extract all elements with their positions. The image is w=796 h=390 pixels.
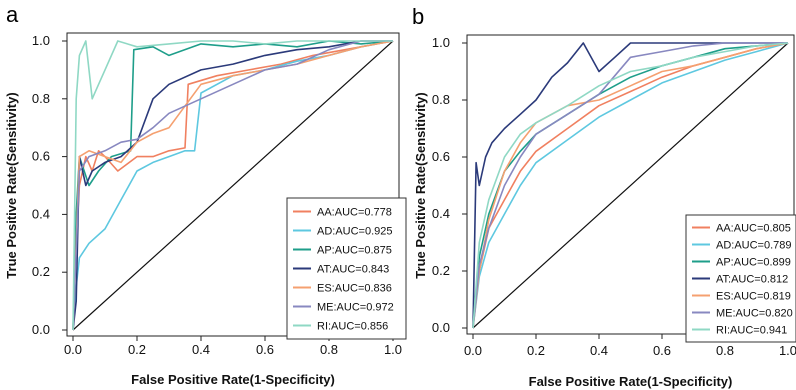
y-tick-label: 0.8 <box>432 92 450 107</box>
roc-curve-ap <box>72 40 394 331</box>
panel-letter: a <box>6 2 19 27</box>
x-axis-title: False Positive Rate(1-Specificity) <box>131 372 335 387</box>
y-tick-label: 0.0 <box>32 322 50 337</box>
y-tick-label: 0.4 <box>432 206 450 221</box>
legend-label: AP:AUC=0.875 <box>317 245 392 257</box>
legend-label: RI:AUC=0.941 <box>716 325 787 337</box>
x-tick-label: 0.8 <box>320 342 338 357</box>
y-tick-label: 0.4 <box>32 206 50 221</box>
panel-letter: b <box>412 4 424 29</box>
x-axis-title: False Positive Rate(1-Specificity) <box>529 374 733 389</box>
y-tick-label: 0.6 <box>32 149 50 164</box>
x-tick-label: 0.2 <box>527 343 545 358</box>
y-tick-label: 0.2 <box>32 264 50 279</box>
x-tick-label: 0.2 <box>128 342 146 357</box>
roc-curve-at <box>72 40 393 331</box>
x-tick-label: 1.0 <box>384 342 402 357</box>
roc-curve-ad <box>72 40 394 331</box>
y-tick-label: 1.0 <box>432 35 450 50</box>
legend-label: RI:AUC=0.856 <box>317 321 388 333</box>
legend-label: AT:AUC=0.843 <box>317 264 389 276</box>
roc-curve-ri <box>472 42 789 329</box>
legend-label: ME:AUC=0.820 <box>716 308 793 320</box>
legend-label: AD:AUC=0.789 <box>716 240 792 252</box>
x-tick-label: 0.8 <box>716 343 734 358</box>
legend-label: ES:AUC=0.819 <box>716 291 791 303</box>
roc-curve-es <box>72 40 394 331</box>
roc-curve-ri <box>72 40 393 331</box>
legend-label: AA:AUC=0.805 <box>716 223 791 235</box>
roc-curve-ad <box>472 42 789 329</box>
y-tick-label: 1.0 <box>32 33 50 48</box>
x-tick-label: 0.4 <box>192 342 210 357</box>
legend-label: ES:AUC=0.836 <box>317 283 392 295</box>
x-tick-label: 0.0 <box>464 343 482 358</box>
x-tick-label: 0.6 <box>653 343 671 358</box>
series-group <box>472 42 789 329</box>
x-tick-label: 0.4 <box>590 343 608 358</box>
chart-panel-a: a 0.0 0.2 0.4 0.6 0.8 1.0 0.0 0.2 0.4 0.6 0.8 1.0 Fal… <box>4 2 407 387</box>
y-axis-title: True Positive Rate(Sensitivity) <box>413 92 428 278</box>
legend-label: ME:AUC=0.972 <box>317 302 394 314</box>
roc-curve-es <box>472 42 789 329</box>
legend-label: AT:AUC=0.812 <box>716 274 788 286</box>
y-tick-label: 0.8 <box>32 91 50 106</box>
y-tick-label: 0.6 <box>432 149 450 164</box>
x-tick-label: 1.0 <box>779 343 796 358</box>
x-tick-label: 0.6 <box>256 342 274 357</box>
roc-curve-me <box>72 40 393 331</box>
diagonal-reference-line <box>72 40 394 331</box>
chart-panel-b: b 0.0 0.2 0.4 0.6 0.8 1.0 0.0 0.2 0.4 0.6 0.8 1.0 Fal… <box>412 4 796 389</box>
plot-frame <box>66 32 400 337</box>
y-axis-title: True Positive Rate(Sensitivity) <box>4 92 19 278</box>
legend-label: AA:AUC=0.778 <box>317 207 392 219</box>
series-group <box>72 40 394 331</box>
plot-frame <box>466 34 795 335</box>
y-tick-label: 0.2 <box>432 263 450 278</box>
legend-label: AP:AUC=0.899 <box>716 257 791 269</box>
legend-label: AD:AUC=0.925 <box>317 226 393 238</box>
roc-curve-me <box>472 42 788 329</box>
diagonal-reference-line <box>472 42 789 329</box>
x-tick-label: 0.0 <box>64 342 82 357</box>
y-tick-label: 0.0 <box>432 320 450 335</box>
roc-curve-at <box>472 42 788 329</box>
